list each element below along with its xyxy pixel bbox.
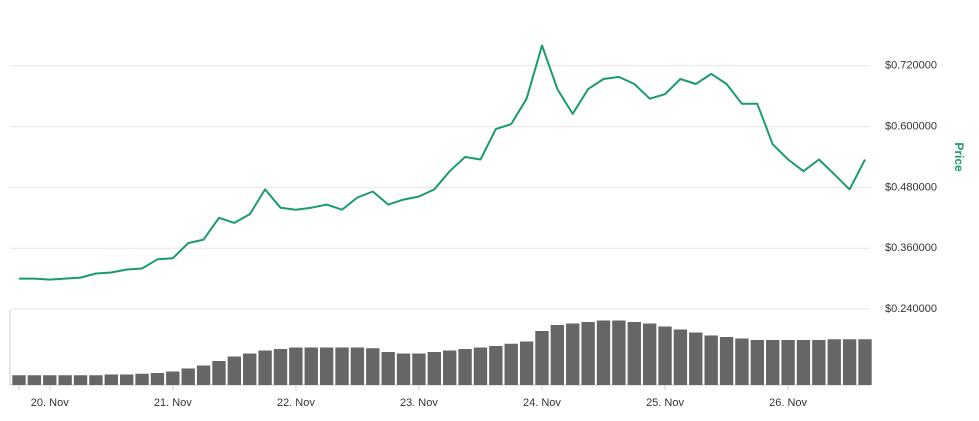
volume-bar <box>689 332 703 385</box>
volume-bar <box>104 374 118 385</box>
volume-bar <box>427 352 441 385</box>
y-tick-label: $0.240000 <box>885 303 937 315</box>
volume-bar <box>535 331 549 385</box>
volume-bar <box>119 374 134 385</box>
volume-bar <box>335 347 349 385</box>
volume-bar <box>858 339 872 385</box>
x-tick-label: 21. Nov <box>154 397 192 409</box>
x-tick-label: 25. Nov <box>646 397 684 409</box>
x-tick-label: 23. Nov <box>400 397 438 409</box>
x-tick-label: 24. Nov <box>523 397 561 409</box>
volume-bar <box>212 361 226 385</box>
volume-bar <box>181 368 195 385</box>
volume-bar <box>750 340 765 385</box>
volume-bar <box>89 375 103 385</box>
volume-bar <box>289 347 303 385</box>
volume-bar <box>412 353 426 385</box>
y-tick-label: $0.360000 <box>885 242 937 254</box>
volume-bar <box>596 320 611 385</box>
volume-bar <box>12 375 26 385</box>
volume-bar <box>612 320 626 385</box>
volume-bar <box>812 340 826 385</box>
volume-bar <box>381 352 395 385</box>
volume-bar <box>58 375 72 385</box>
volume-bar <box>304 347 318 385</box>
volume-bar <box>519 341 534 385</box>
volume-bar <box>350 347 365 385</box>
volume-bar <box>735 338 749 385</box>
volume-bar <box>166 371 180 385</box>
volume-bar <box>473 347 488 385</box>
volume-bar <box>658 326 672 385</box>
volume-bar <box>73 375 88 385</box>
volume-bar <box>196 365 211 385</box>
volume-bar <box>135 373 149 385</box>
volume-bar <box>489 346 503 385</box>
volume-bar <box>642 323 657 385</box>
volume-bar <box>781 340 795 385</box>
volume-bar <box>550 325 565 385</box>
volume-bar <box>827 339 841 385</box>
x-tick-label: 22. Nov <box>277 397 315 409</box>
volume-bar <box>704 335 718 385</box>
y-tick-label: $0.720000 <box>885 60 937 72</box>
volume-bar <box>581 322 595 385</box>
volume-bar <box>396 353 411 385</box>
volume-bar <box>443 350 457 385</box>
volume-bar <box>458 349 472 385</box>
x-tick-label: 26. Nov <box>769 397 807 409</box>
x-tick-label: 20. Nov <box>31 397 69 409</box>
volume-bar <box>796 340 811 385</box>
volume-bar <box>273 349 288 385</box>
volume-bar <box>243 353 257 385</box>
volume-bar <box>504 343 518 385</box>
volume-bar <box>566 323 580 385</box>
volume-bar <box>842 339 857 385</box>
price-line <box>19 44 866 281</box>
y-tick-label: $0.480000 <box>885 181 937 193</box>
volume-bar <box>258 350 272 385</box>
volume-bar <box>43 375 57 385</box>
y-tick-label: $0.600000 <box>885 121 937 133</box>
volume-bar <box>319 347 334 385</box>
volume-bar <box>673 329 688 385</box>
volume-bar <box>366 348 380 385</box>
y-axis-label: Price <box>952 142 966 172</box>
volume-bar <box>27 375 42 385</box>
volume-bar <box>627 322 641 385</box>
volume-bar <box>150 373 165 385</box>
volume-bar <box>227 356 242 385</box>
volume-bar <box>719 337 734 385</box>
volume-bar <box>766 340 780 385</box>
